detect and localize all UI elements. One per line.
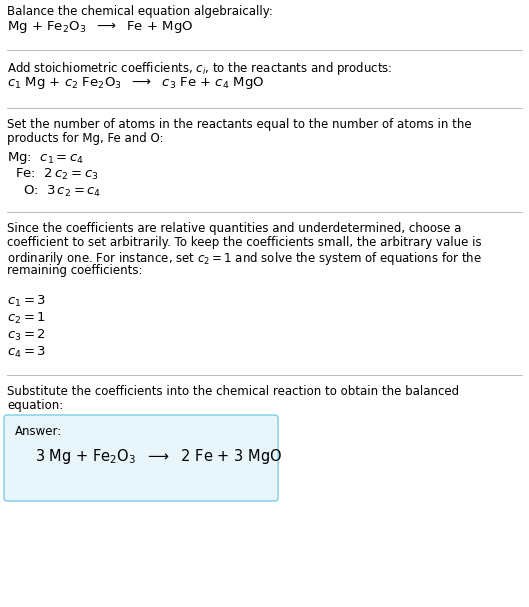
Text: 3 Mg + Fe$_2$O$_3$  $\longrightarrow$  2 Fe + 3 MgO: 3 Mg + Fe$_2$O$_3$ $\longrightarrow$ 2 F… — [35, 447, 282, 466]
Text: Mg:  $c_1 = c_4$: Mg: $c_1 = c_4$ — [7, 150, 84, 166]
Text: ordinarily one. For instance, set $c_2 = 1$ and solve the system of equations fo: ordinarily one. For instance, set $c_2 =… — [7, 250, 482, 267]
Text: $c_3 = 2$: $c_3 = 2$ — [7, 328, 46, 343]
Text: Answer:: Answer: — [15, 425, 62, 438]
Text: coefficient to set arbitrarily. To keep the coefficients small, the arbitrary va: coefficient to set arbitrarily. To keep … — [7, 236, 481, 249]
FancyBboxPatch shape — [4, 415, 278, 501]
Text: equation:: equation: — [7, 399, 63, 412]
Text: Balance the chemical equation algebraically:: Balance the chemical equation algebraica… — [7, 5, 273, 18]
Text: $c_1$ Mg + $c_2$ Fe$_2$O$_3$  $\longrightarrow$  $c_3$ Fe + $c_4$ MgO: $c_1$ Mg + $c_2$ Fe$_2$O$_3$ $\longright… — [7, 75, 264, 91]
Text: $c_4 = 3$: $c_4 = 3$ — [7, 345, 46, 360]
Text: remaining coefficients:: remaining coefficients: — [7, 264, 142, 277]
Text: Fe:  $2\,c_2 = c_3$: Fe: $2\,c_2 = c_3$ — [15, 167, 98, 182]
Text: Since the coefficients are relative quantities and underdetermined, choose a: Since the coefficients are relative quan… — [7, 222, 461, 235]
Text: $c_1 = 3$: $c_1 = 3$ — [7, 294, 46, 309]
Text: products for Mg, Fe and O:: products for Mg, Fe and O: — [7, 132, 163, 145]
Text: Set the number of atoms in the reactants equal to the number of atoms in the: Set the number of atoms in the reactants… — [7, 118, 472, 131]
Text: O:  $3\,c_2 = c_4$: O: $3\,c_2 = c_4$ — [23, 184, 102, 199]
Text: Substitute the coefficients into the chemical reaction to obtain the balanced: Substitute the coefficients into the che… — [7, 385, 459, 398]
Text: Add stoichiometric coefficients, $c_i$, to the reactants and products:: Add stoichiometric coefficients, $c_i$, … — [7, 60, 393, 77]
Text: Mg + Fe$_2$O$_3$  $\longrightarrow$  Fe + MgO: Mg + Fe$_2$O$_3$ $\longrightarrow$ Fe + … — [7, 19, 193, 35]
Text: $c_2 = 1$: $c_2 = 1$ — [7, 311, 46, 326]
